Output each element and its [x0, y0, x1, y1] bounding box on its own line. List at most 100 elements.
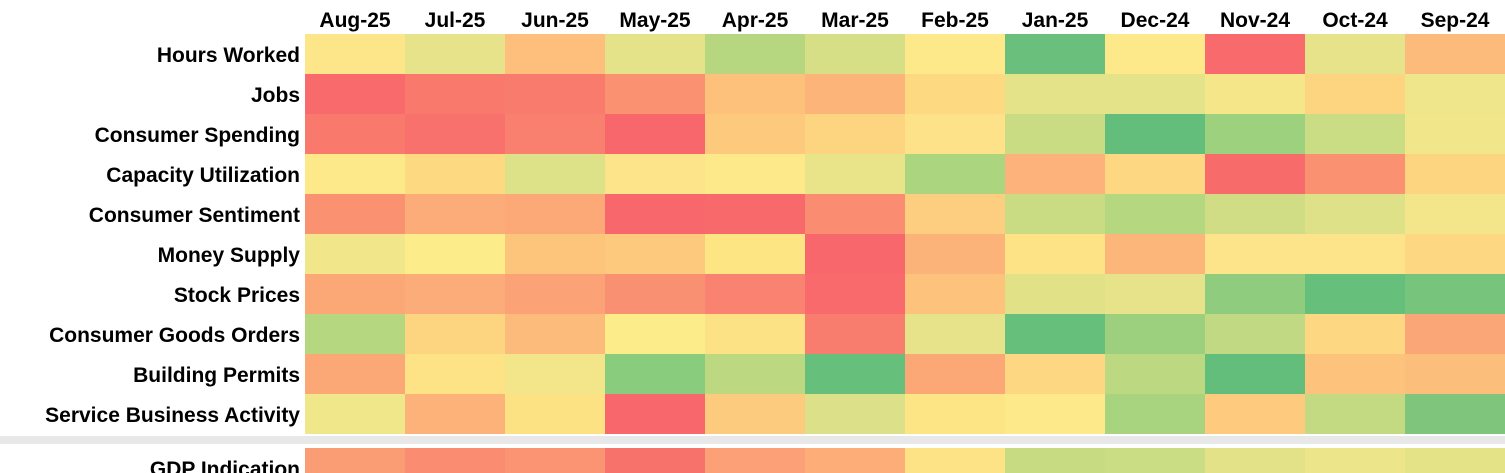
heatmap-cell — [1405, 354, 1505, 394]
heatmap-cell — [605, 74, 705, 114]
heatmap-cell — [305, 34, 405, 74]
heatmap-cell — [405, 114, 505, 154]
heatmap-cell — [305, 274, 405, 314]
heatmap-cell — [1005, 354, 1105, 394]
heatmap-cell — [405, 34, 505, 74]
heatmap-cell — [905, 154, 1005, 194]
heatmap-cell — [1405, 34, 1505, 74]
heatmap-cell — [1205, 314, 1305, 354]
heatmap-cell — [505, 34, 605, 74]
heatmap-cell — [1205, 448, 1305, 473]
column-label: Jun-25 — [521, 9, 589, 32]
heatmap-cell — [305, 448, 405, 473]
heatmap-cell — [505, 448, 605, 473]
heatmap-cell — [505, 154, 605, 194]
heatmap-cell — [305, 314, 405, 354]
heatmap-cell — [805, 74, 905, 114]
heatmap-cell — [1105, 74, 1205, 114]
heatmap-cell — [905, 274, 1005, 314]
heatmap-cell — [1205, 194, 1305, 234]
column-label: Aug-25 — [319, 9, 390, 32]
heatmap-cell — [1205, 114, 1305, 154]
column-label: Nov-24 — [1220, 9, 1290, 32]
heatmap-cell — [1305, 154, 1405, 194]
heatmap-cell — [605, 114, 705, 154]
heatmap-cell — [805, 314, 905, 354]
row-label: Consumer Sentiment — [89, 204, 300, 227]
heatmap-cell — [705, 314, 805, 354]
heatmap-cell — [805, 34, 905, 74]
heatmap-cell — [1305, 314, 1405, 354]
heatmap-cell — [405, 314, 505, 354]
heatmap-cell — [1405, 448, 1505, 473]
heatmap-cell — [1405, 74, 1505, 114]
heatmap-cell — [1405, 194, 1505, 234]
heatmap-cell — [1205, 274, 1305, 314]
heatmap-cell — [1305, 194, 1405, 234]
heatmap-cell — [505, 114, 605, 154]
heatmap-cell — [905, 354, 1005, 394]
heatmap-cell — [705, 234, 805, 274]
heatmap-cell — [605, 154, 705, 194]
heatmap-cell — [605, 354, 705, 394]
heatmap-cell — [505, 394, 605, 434]
heatmap-cell — [1105, 274, 1205, 314]
heatmap-cell — [305, 234, 405, 274]
heatmap-cell — [605, 394, 705, 434]
heatmap-cell — [1105, 234, 1205, 274]
heatmap-cell — [1305, 274, 1405, 314]
heatmap-cell — [1305, 394, 1405, 434]
heatmap-cell — [1205, 394, 1305, 434]
heatmap-cell — [505, 194, 605, 234]
heatmap-cell — [405, 234, 505, 274]
heatmap-cell — [505, 354, 605, 394]
heatmap-cell — [1005, 394, 1105, 434]
heatmap-cell — [905, 34, 1005, 74]
heatmap-cell — [905, 114, 1005, 154]
heatmap-cell — [1305, 448, 1405, 473]
heatmap-cell — [305, 194, 405, 234]
row-label: Capacity Utilization — [106, 164, 300, 187]
heatmap-cell — [405, 74, 505, 114]
heatmap-cell — [1305, 354, 1405, 394]
column-label: Apr-25 — [722, 9, 789, 32]
heatmap-cell — [805, 194, 905, 234]
heatmap-cell — [1005, 234, 1105, 274]
heatmap-cell — [605, 448, 705, 473]
heatmap-cell — [805, 274, 905, 314]
heatmap-cell — [705, 194, 805, 234]
heatmap-cell — [805, 448, 905, 473]
heatmap-cell — [405, 394, 505, 434]
heatmap-cell — [905, 314, 1005, 354]
heatmap-cell — [505, 74, 605, 114]
summary-separator — [0, 436, 1505, 444]
heatmap-cell — [1105, 114, 1205, 154]
heatmap-cell — [705, 354, 805, 394]
heatmap-cell — [405, 194, 505, 234]
heatmap-cell — [605, 314, 705, 354]
heatmap-cell — [405, 154, 505, 194]
heatmap-cell — [1105, 34, 1205, 74]
heatmap-cell — [905, 74, 1005, 114]
heatmap-cell — [705, 154, 805, 194]
heatmap-cell — [605, 274, 705, 314]
heatmap-cell — [1205, 34, 1305, 74]
heatmap-cell — [605, 194, 705, 234]
heatmap-cell — [605, 234, 705, 274]
heatmap-cell — [805, 154, 905, 194]
column-label: May-25 — [619, 9, 691, 32]
heatmap-cell — [1405, 234, 1505, 274]
row-label: Stock Prices — [174, 284, 300, 307]
heatmap-cell — [605, 34, 705, 74]
heatmap-cell — [505, 314, 605, 354]
heatmap-cell — [805, 234, 905, 274]
heatmap-cell — [1105, 448, 1205, 473]
column-label: Jan-25 — [1022, 9, 1089, 32]
heatmap-cell — [805, 114, 905, 154]
heatmap-cell — [305, 354, 405, 394]
heatmap-cell — [705, 34, 805, 74]
heatmap-cell — [1105, 194, 1205, 234]
heatmap-cell — [1105, 394, 1205, 434]
heatmap-cell — [705, 114, 805, 154]
